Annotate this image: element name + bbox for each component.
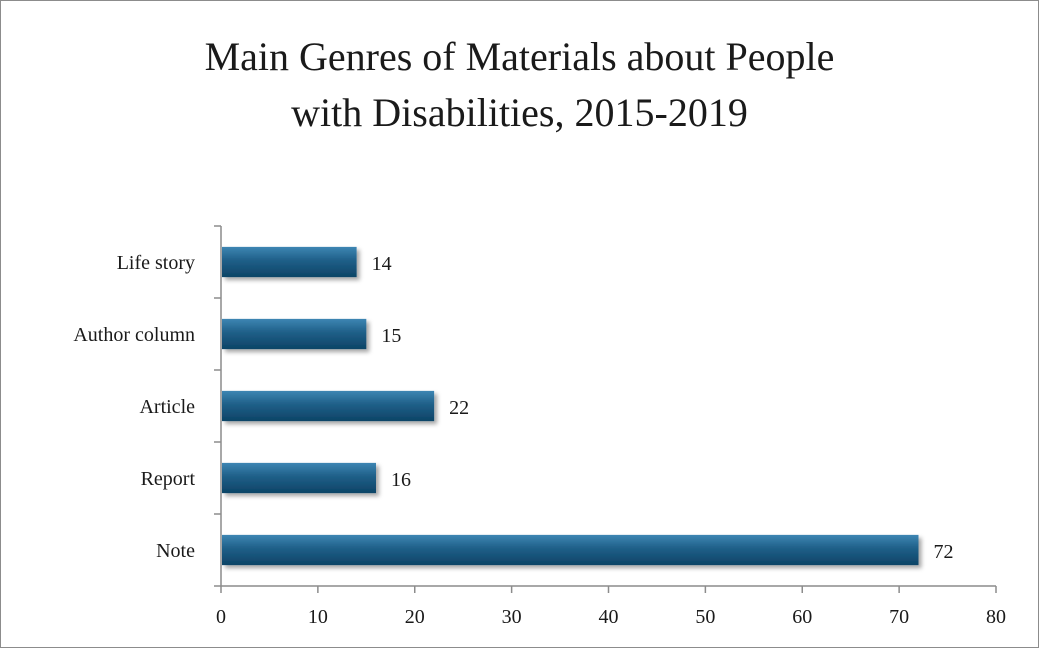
x-tick-label: 50 (695, 606, 715, 628)
data-label: 72 (934, 541, 954, 563)
data-label: 14 (372, 253, 392, 275)
category-label: Note (156, 540, 195, 562)
chart-title: Main Genres of Materials about People wi… (1, 29, 1038, 141)
x-tick-label: 40 (599, 606, 619, 628)
x-tick-label: 80 (986, 606, 1006, 628)
category-label: Life story (117, 252, 195, 274)
chart-title-line-2: with Disabilities, 2015-2019 (291, 90, 748, 135)
x-tick-label: 0 (216, 606, 226, 628)
bar (222, 246, 357, 278)
category-label: Author column (73, 324, 195, 346)
x-tick-label: 30 (502, 606, 522, 628)
data-label: 15 (381, 325, 401, 347)
chart-title-line-1: Main Genres of Materials about People (204, 34, 835, 79)
bar (222, 390, 435, 422)
category-label: Report (141, 468, 196, 490)
data-label: 16 (391, 469, 411, 491)
x-tick-label: 10 (308, 606, 328, 628)
category-label: Article (139, 396, 195, 418)
x-tick-label: 20 (405, 606, 425, 628)
x-tick-label: 60 (792, 606, 812, 628)
bar (222, 462, 376, 494)
x-tick-label: 70 (889, 606, 909, 628)
bar (222, 318, 367, 350)
data-label: 22 (449, 397, 469, 419)
bar (222, 534, 919, 566)
